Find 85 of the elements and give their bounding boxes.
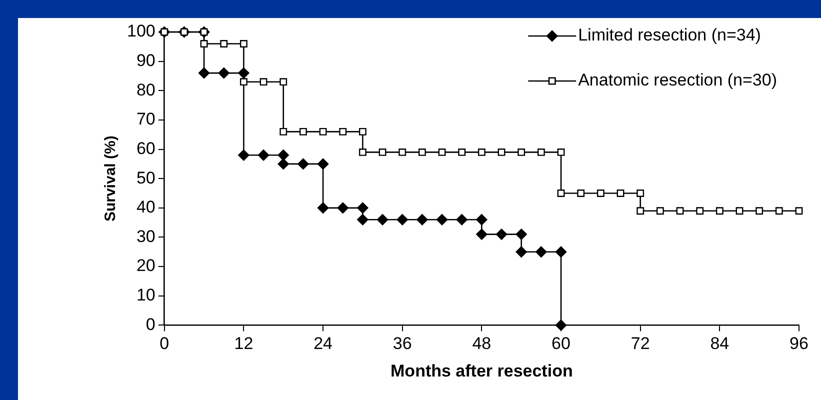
- x-tick-label: 12: [234, 334, 254, 354]
- y-tick-label: 10: [136, 286, 156, 305]
- point: [280, 128, 288, 136]
- y-tick-label: 0: [146, 314, 156, 334]
- point: [557, 190, 565, 197]
- y-tick-label: 50: [136, 168, 156, 188]
- x-tick-label: 24: [314, 334, 332, 354]
- point: [396, 214, 408, 226]
- x-tick-label: 36: [392, 334, 412, 354]
- y-tick-label: 40: [136, 198, 156, 217]
- point: [398, 148, 406, 156]
- x-tick-label: 84: [710, 334, 730, 354]
- y-tick-label: 80: [136, 80, 156, 100]
- x-tick-label: 72: [630, 334, 650, 354]
- point: [458, 148, 466, 156]
- point: [596, 190, 604, 197]
- point: [240, 78, 248, 86]
- point: [376, 214, 388, 226]
- point: [378, 148, 386, 156]
- point: [676, 207, 684, 215]
- point: [537, 148, 545, 156]
- y-tick-label: 90: [136, 51, 156, 70]
- point: [278, 158, 289, 170]
- point: [298, 158, 309, 170]
- point: [756, 207, 764, 215]
- point: [358, 148, 366, 156]
- point: [299, 128, 307, 136]
- point: [636, 190, 644, 197]
- point: [218, 67, 230, 79]
- x-tick-label: 48: [472, 334, 492, 354]
- point: [200, 40, 208, 48]
- point: [496, 228, 508, 240]
- point: [696, 207, 704, 215]
- point: [319, 128, 327, 136]
- point: [317, 202, 329, 214]
- y-tick-label: 70: [136, 110, 156, 129]
- point: [339, 128, 347, 136]
- point: [416, 214, 428, 226]
- point: [518, 148, 526, 156]
- y-tick-label: 60: [136, 138, 156, 158]
- point: [436, 214, 448, 226]
- point: [795, 207, 803, 215]
- y-tick-label: 100: [126, 22, 156, 41]
- point: [656, 207, 664, 215]
- point: [238, 150, 250, 161]
- point: [418, 148, 426, 156]
- point: [220, 40, 228, 48]
- y-tick-label: 30: [136, 226, 156, 246]
- point: [278, 150, 289, 161]
- x-axis-title: Months after resection: [390, 361, 573, 380]
- point: [198, 67, 210, 79]
- point: [636, 207, 644, 215]
- y-tick-label: 20: [136, 256, 156, 276]
- point: [616, 190, 624, 197]
- point: [555, 246, 567, 258]
- point: [516, 246, 527, 258]
- point: [557, 148, 565, 156]
- legend-label: Anatomic resection (n=30): [578, 70, 778, 90]
- point: [337, 202, 348, 214]
- point: [317, 158, 329, 170]
- point: [357, 214, 368, 226]
- point: [358, 128, 366, 136]
- point: [456, 214, 468, 226]
- point: [258, 150, 270, 161]
- point: [736, 207, 744, 215]
- point: [478, 148, 486, 156]
- point: [577, 190, 585, 197]
- point: [498, 148, 506, 156]
- y-axis-title: Survival (%): [102, 136, 120, 222]
- point: [775, 207, 783, 215]
- legend-label: Limited resection (n=34): [578, 26, 761, 45]
- point: [476, 214, 488, 226]
- x-tick-label: 0: [160, 334, 170, 354]
- point: [476, 228, 488, 240]
- point: [438, 148, 446, 156]
- point: [240, 40, 248, 48]
- x-tick-label: 96: [790, 334, 808, 354]
- point: [260, 78, 268, 86]
- point: [536, 246, 547, 258]
- point: [716, 207, 724, 215]
- x-tick-label: 60: [552, 334, 570, 354]
- point: [357, 202, 368, 214]
- point: [516, 228, 527, 240]
- point: [555, 320, 567, 331]
- point: [280, 78, 288, 86]
